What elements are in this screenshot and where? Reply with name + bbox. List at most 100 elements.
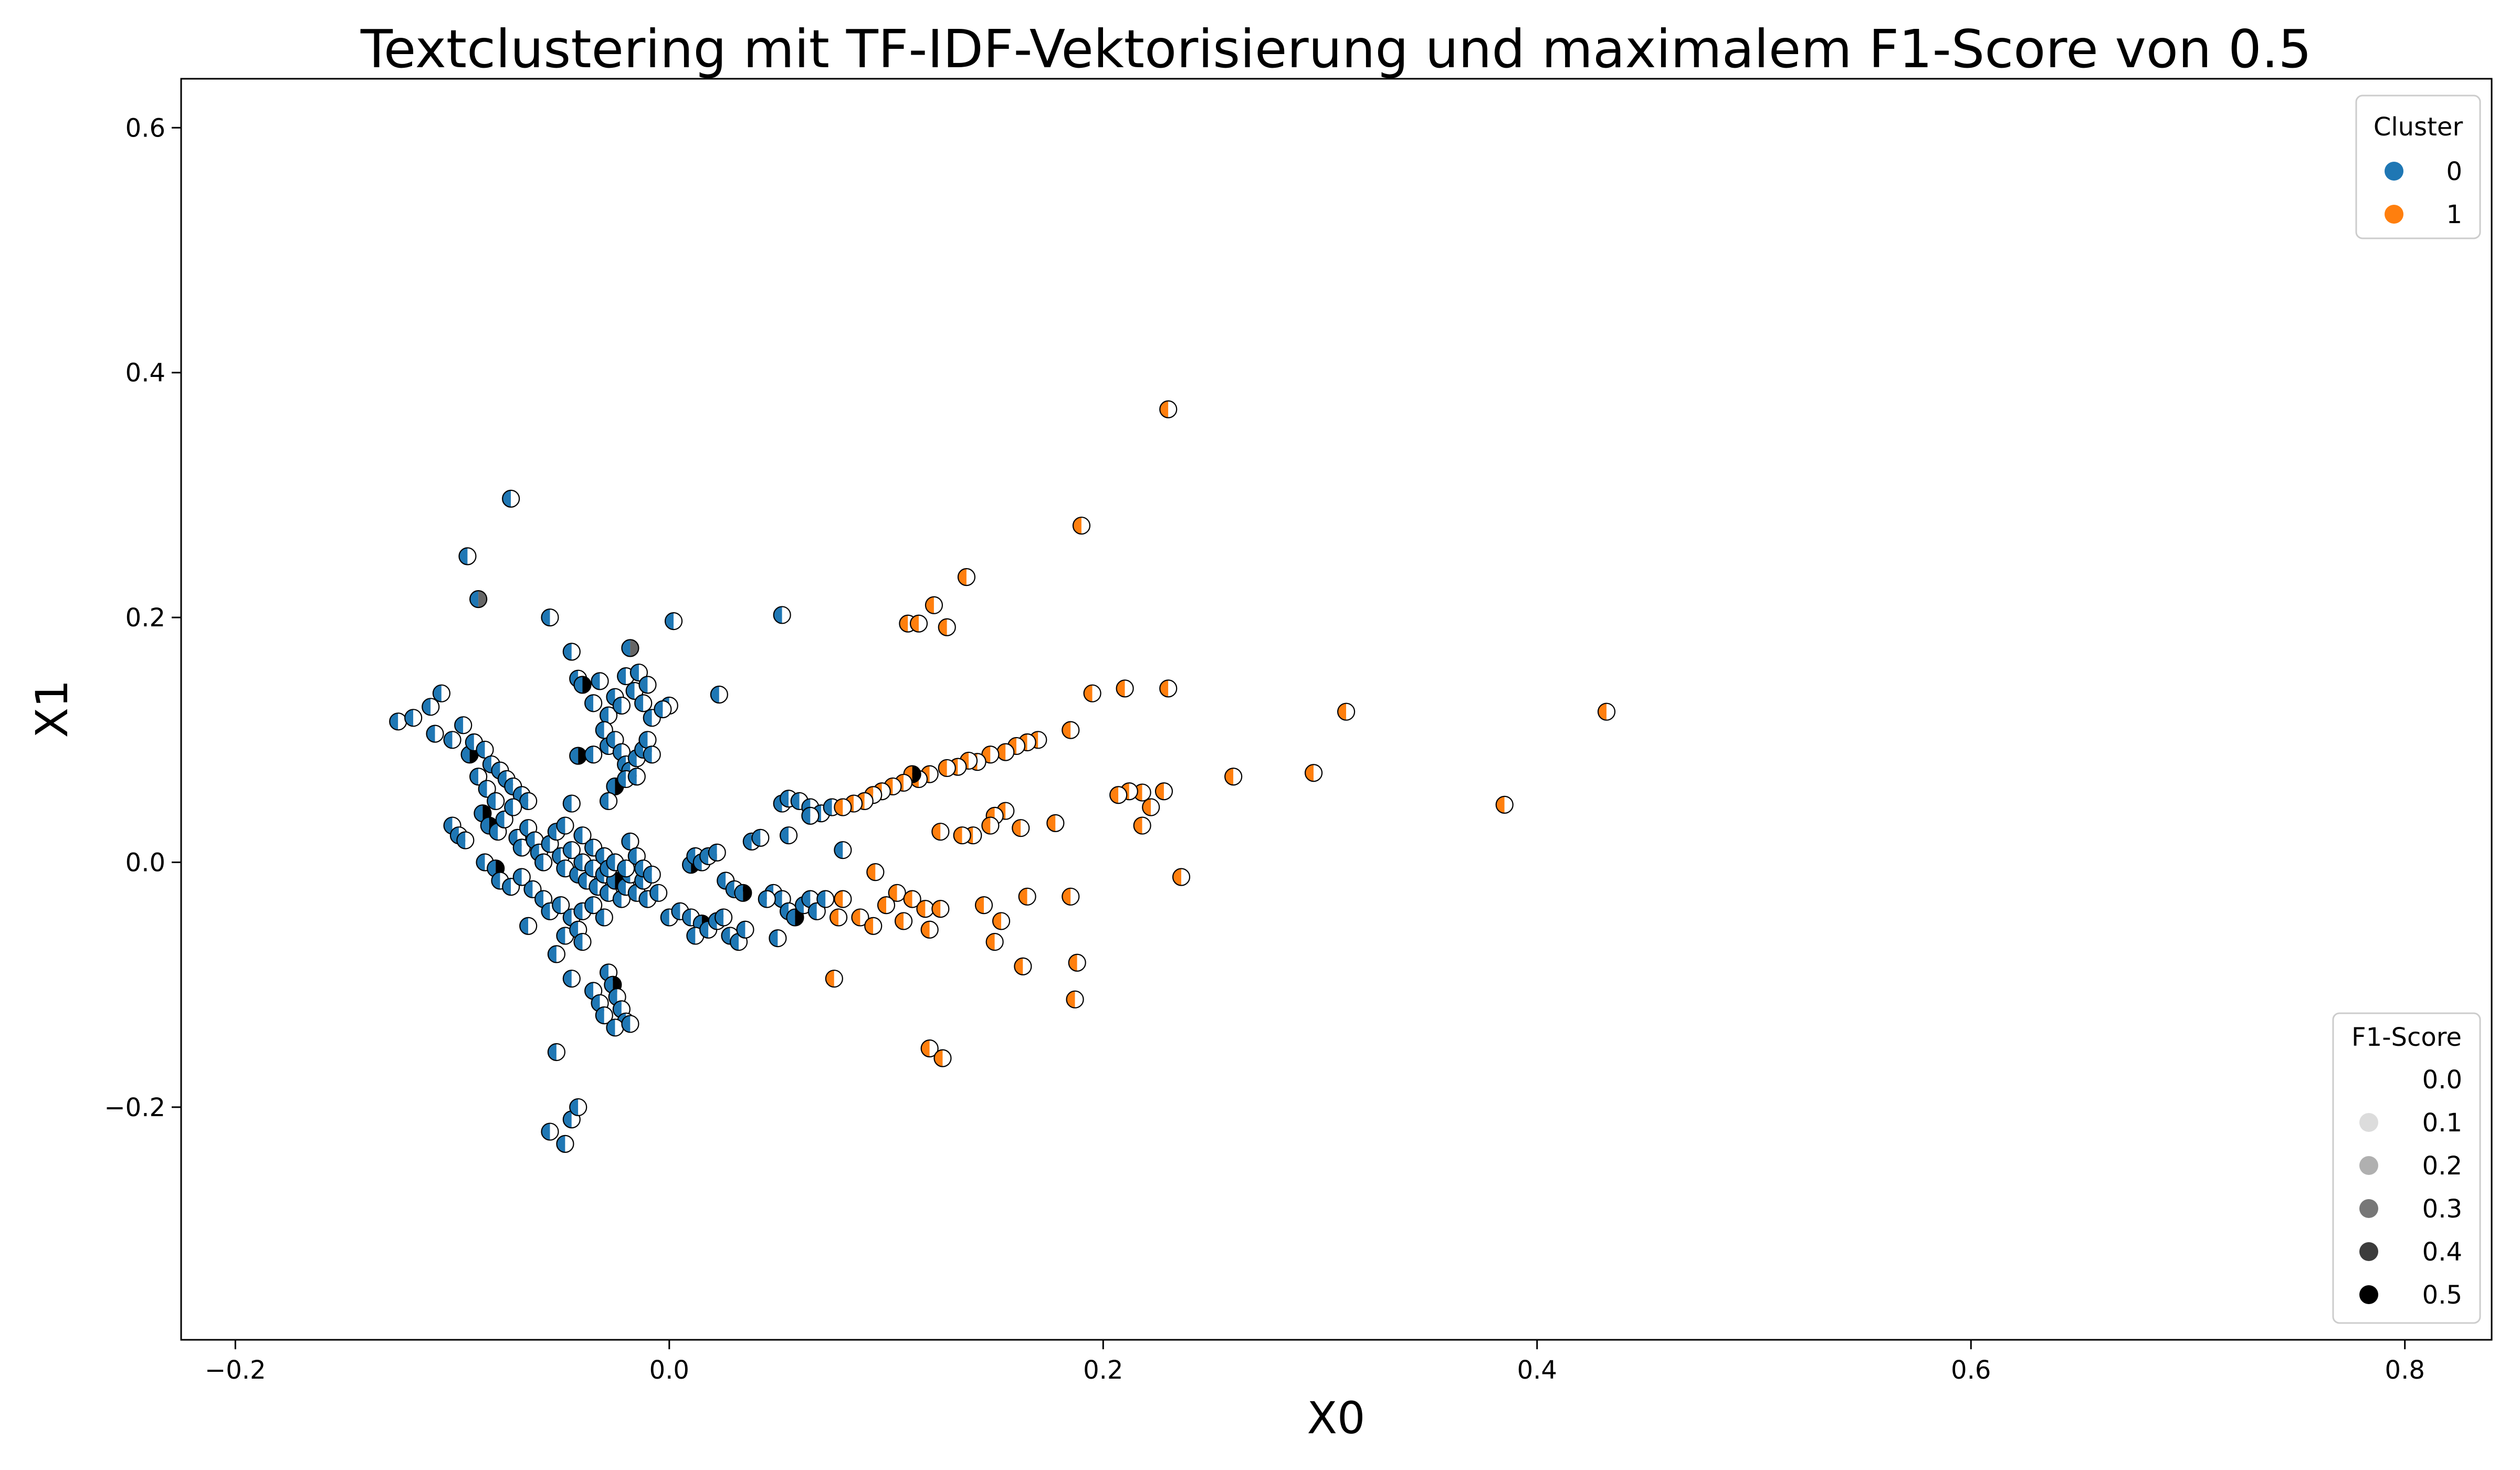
marker-left-half bbox=[1084, 685, 1093, 702]
data-point-cluster-1 bbox=[974, 896, 993, 915]
marker-left-half bbox=[563, 842, 572, 859]
marker-right-half bbox=[966, 569, 975, 586]
marker-outline bbox=[773, 606, 791, 624]
marker-outline bbox=[1116, 679, 1134, 698]
marker-outline bbox=[469, 768, 488, 786]
marker-left-half bbox=[639, 731, 648, 749]
marker-left-half bbox=[1110, 786, 1119, 804]
data-point-cluster-0 bbox=[714, 908, 733, 927]
marker-outline bbox=[1159, 400, 1178, 418]
marker-left-half bbox=[1225, 768, 1234, 785]
marker-outline bbox=[621, 639, 639, 657]
marker-outline bbox=[877, 896, 896, 915]
legend-cluster-title: Cluster bbox=[2374, 112, 2463, 142]
marker-left-half bbox=[390, 713, 398, 730]
legend-f1-label: 0.3 bbox=[2422, 1194, 2462, 1224]
marker-left-half bbox=[433, 685, 442, 702]
marker-outline bbox=[714, 908, 733, 927]
data-point-cluster-0 bbox=[599, 792, 618, 811]
marker-outline bbox=[556, 816, 574, 835]
marker-left-half bbox=[476, 854, 485, 871]
data-point-cluster-1 bbox=[834, 798, 852, 816]
marker-outline bbox=[834, 890, 852, 908]
marker-left-half bbox=[457, 832, 466, 849]
marker-left-half bbox=[552, 897, 561, 914]
marker-left-half bbox=[461, 746, 470, 763]
data-point-cluster-0 bbox=[584, 982, 603, 1000]
marker-outline bbox=[649, 884, 668, 902]
data-point-cluster-0 bbox=[573, 676, 592, 694]
data-point-cluster-0 bbox=[710, 685, 728, 704]
y-tick-label: 0.2 bbox=[125, 603, 165, 633]
data-point-cluster-0 bbox=[534, 853, 553, 872]
data-point-cluster-1 bbox=[953, 826, 971, 845]
marker-right-half bbox=[940, 900, 949, 918]
marker-right-half bbox=[593, 897, 602, 914]
marker-left-half bbox=[904, 890, 912, 908]
marker-outline bbox=[456, 831, 475, 849]
data-point-cluster-1 bbox=[888, 884, 906, 902]
marker-right-half bbox=[745, 921, 754, 938]
marker-outline bbox=[938, 618, 956, 636]
marker-outline bbox=[1305, 764, 1323, 782]
data-point-cluster-0 bbox=[617, 859, 635, 878]
marker-left-half bbox=[491, 872, 500, 889]
data-point-cluster-0 bbox=[562, 841, 581, 859]
marker-left-half bbox=[548, 946, 556, 963]
marker-outline bbox=[562, 643, 581, 661]
marker-outline bbox=[1154, 782, 1173, 801]
marker-outline bbox=[1142, 798, 1160, 816]
marker-left-half bbox=[606, 688, 615, 706]
marker-outline bbox=[612, 696, 631, 715]
marker-left-half bbox=[780, 790, 789, 807]
marker-left-half bbox=[1173, 868, 1182, 886]
marker-left-half bbox=[600, 964, 609, 981]
data-point-cluster-0 bbox=[502, 489, 520, 508]
data-point-cluster-0 bbox=[469, 768, 488, 786]
marker-right-half bbox=[994, 933, 1003, 951]
marker-outline bbox=[825, 969, 843, 988]
marker-right-half bbox=[719, 686, 728, 704]
y-axis: −0.2 0.0 0.2 0.4 0.6 bbox=[104, 113, 181, 1122]
marker-left-half bbox=[541, 1123, 550, 1140]
marker-outline bbox=[851, 908, 869, 927]
data-point-cluster-1 bbox=[916, 900, 934, 918]
marker-left-half bbox=[938, 618, 947, 636]
data-point-cluster-0 bbox=[769, 929, 787, 948]
data-point-cluster-1 bbox=[825, 969, 843, 988]
marker-outline bbox=[992, 912, 1011, 930]
x-axis-label: X0 bbox=[1307, 1392, 1366, 1444]
marker-left-half bbox=[743, 833, 752, 850]
marker-outline bbox=[584, 896, 603, 915]
marker-right-half bbox=[990, 817, 999, 834]
marker-left-half bbox=[613, 697, 622, 715]
marker-left-half bbox=[780, 827, 789, 844]
marker-outline bbox=[938, 759, 956, 778]
marker-left-half bbox=[502, 878, 511, 896]
marker-outline bbox=[426, 724, 444, 743]
marker-right-half bbox=[565, 817, 574, 834]
marker-right-half bbox=[630, 833, 639, 850]
data-point-cluster-1 bbox=[1012, 819, 1030, 837]
marker-right-half bbox=[413, 709, 422, 727]
marker-right-half bbox=[1346, 703, 1355, 720]
marker-right-half bbox=[977, 753, 986, 771]
data-point-cluster-1 bbox=[1062, 721, 1080, 739]
marker-right-half bbox=[933, 596, 942, 614]
marker-left-half bbox=[585, 839, 594, 856]
marker-right-half bbox=[571, 842, 580, 859]
legend-f1-label: 0.0 bbox=[2422, 1065, 2462, 1095]
marker-outline bbox=[786, 908, 804, 927]
data-point-cluster-0 bbox=[584, 746, 603, 764]
marker-left-half bbox=[617, 668, 626, 685]
marker-left-half bbox=[613, 890, 622, 908]
chart-title: Textclustering mit TF-IDF-Vektorisierung… bbox=[360, 18, 2312, 80]
marker-outline bbox=[981, 816, 1000, 835]
marker-left-half bbox=[606, 1019, 615, 1036]
marker-outline bbox=[834, 841, 852, 859]
data-point-cluster-0 bbox=[519, 819, 538, 837]
marker-left-half bbox=[715, 909, 724, 926]
marker-right-half bbox=[1314, 764, 1322, 782]
marker-right-half bbox=[630, 639, 639, 657]
marker-right-half bbox=[604, 1007, 613, 1024]
